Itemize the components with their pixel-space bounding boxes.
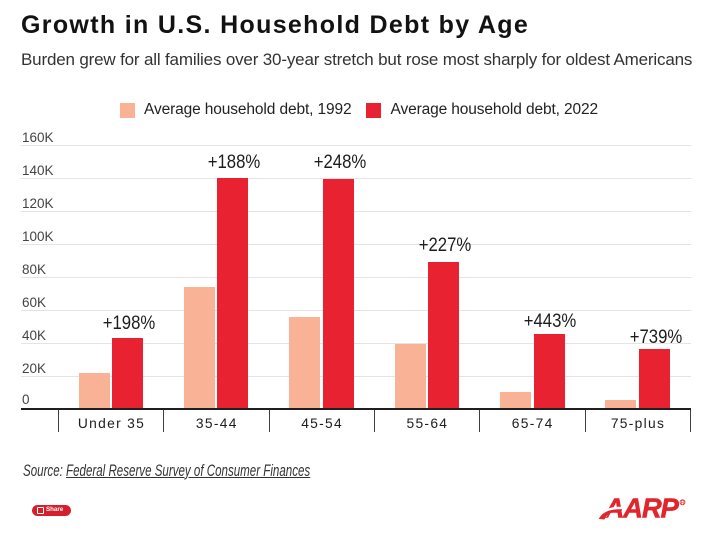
svg-text:R: R xyxy=(681,500,685,506)
svg-text:AARP: AARP xyxy=(604,493,680,524)
